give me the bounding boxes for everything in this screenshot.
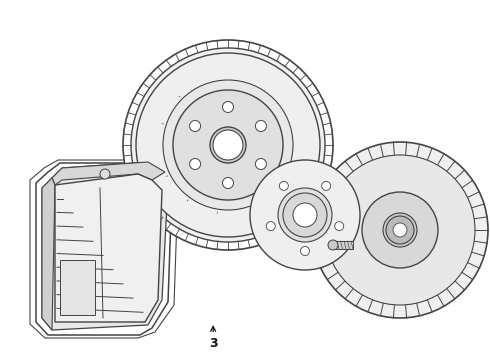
Circle shape [283,193,327,237]
Circle shape [386,216,414,244]
Circle shape [123,40,333,250]
Circle shape [190,121,200,131]
Circle shape [131,48,325,242]
Circle shape [136,53,320,237]
Text: 5: 5 [307,186,316,199]
Circle shape [279,181,288,190]
Circle shape [328,240,338,250]
Polygon shape [42,178,55,330]
Circle shape [255,121,267,131]
Circle shape [293,203,317,227]
Circle shape [213,130,243,160]
Polygon shape [60,260,95,315]
Polygon shape [42,162,168,330]
Polygon shape [52,162,165,185]
Circle shape [393,223,407,237]
Circle shape [312,142,488,318]
Text: 2: 2 [81,243,91,266]
Polygon shape [55,174,162,322]
Circle shape [222,177,234,189]
Text: 3: 3 [209,327,218,350]
Circle shape [190,158,200,170]
Circle shape [163,80,293,210]
Circle shape [321,181,331,190]
Circle shape [335,222,344,231]
Circle shape [325,155,475,305]
Circle shape [362,192,438,268]
Circle shape [255,158,267,170]
Text: 6: 6 [378,210,387,228]
Circle shape [278,188,332,242]
Text: 4: 4 [269,210,281,229]
Circle shape [383,213,417,247]
Circle shape [173,90,283,200]
Circle shape [222,102,234,112]
Polygon shape [333,241,353,249]
Circle shape [266,222,275,231]
Circle shape [100,169,110,179]
Text: 1: 1 [62,243,75,266]
Circle shape [250,160,360,270]
Circle shape [210,127,246,163]
Circle shape [300,247,310,256]
